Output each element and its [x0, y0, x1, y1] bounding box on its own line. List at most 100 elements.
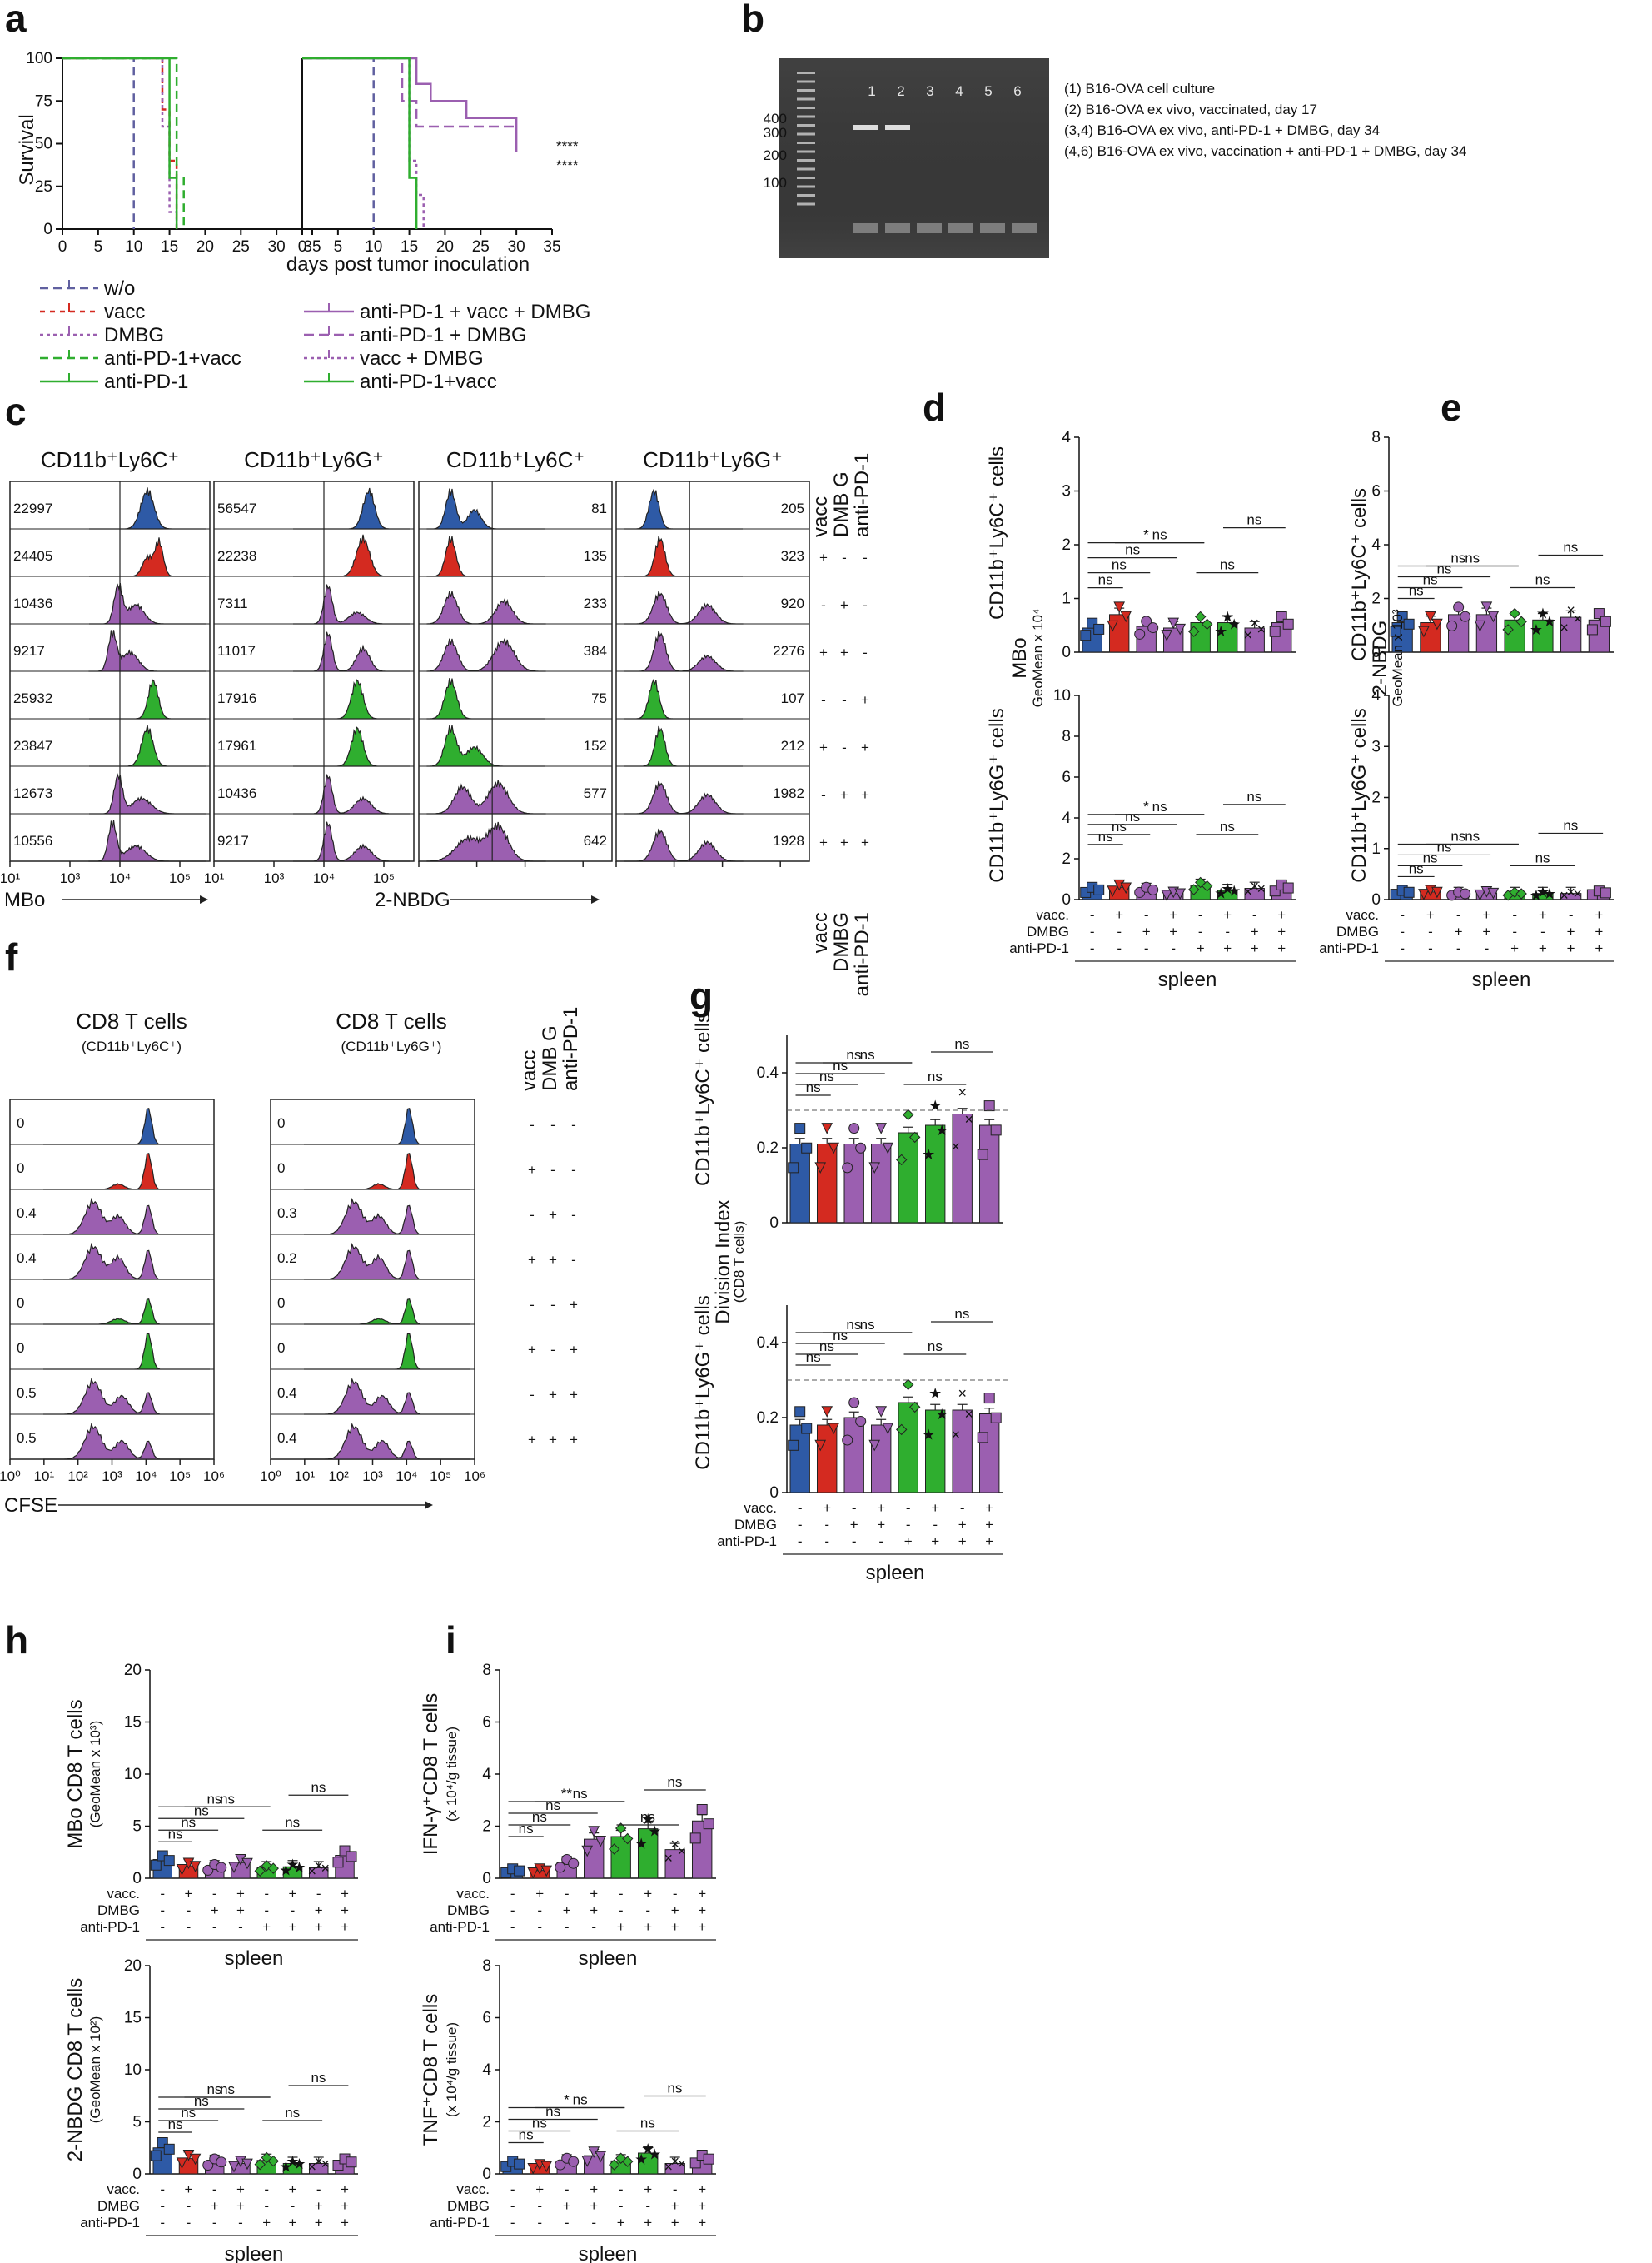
data-point-square	[689, 1832, 701, 1844]
data-point-x: ×	[664, 1850, 673, 1867]
cd8-header: CD8 T cells	[336, 1009, 446, 1034]
condition-sign: +	[985, 1517, 993, 1533]
condition-sign: +	[958, 1533, 967, 1549]
condition-row-label: vacc.	[1036, 907, 1069, 923]
x-axis-title-cfse: CFSE	[4, 1494, 57, 1517]
condition-sign: +	[985, 1500, 993, 1516]
y-tick-label: 15	[124, 1714, 142, 1732]
histogram-value: 9217	[13, 643, 45, 659]
y-tick-label: 15	[124, 2010, 142, 2027]
histogram-value: 56547	[217, 501, 256, 516]
data-point-triangle	[1113, 601, 1126, 613]
condition-row-label: DMBG	[447, 2198, 490, 2214]
y-tick-label: 2	[1371, 591, 1381, 608]
y-tick-label: 75	[35, 92, 52, 110]
data-point-diamond	[254, 1865, 266, 1877]
division-index-value: 0.4	[277, 1385, 297, 1401]
condition-sign: -	[530, 1387, 535, 1403]
division-index-value: 0.2	[277, 1250, 297, 1266]
histogram-fill	[624, 591, 744, 625]
data-point-star: ★	[1227, 616, 1241, 632]
survival-curve	[62, 57, 178, 229]
lane-label: 4	[955, 83, 963, 99]
data-point-diamond	[895, 1154, 908, 1166]
cfse-axis-label: 10⁵	[169, 1468, 191, 1484]
cfse-axis-label: 10⁶	[464, 1468, 485, 1484]
condition-sign: +	[1567, 940, 1575, 956]
significance-label: ns	[819, 1069, 834, 1084]
histogram-axis-label: 10⁴	[313, 870, 335, 886]
panel-e-axis-labels: CD11b⁺Ly6C⁺ cells CD11b⁺Ly6G⁺ cells 2-NBDG…	[1348, 488, 1406, 883]
survival-plot-right: 0 5 10 15 20 25 30 35	[298, 57, 561, 256]
condition-sign: -	[1400, 924, 1405, 940]
ladder-band	[797, 124, 815, 127]
condition-sign: +	[341, 2181, 349, 2197]
histogram-fill	[89, 773, 206, 815]
data-point-triangle	[1431, 886, 1443, 899]
data-point-star: ★	[922, 1146, 935, 1163]
condition-sign: +	[1169, 924, 1177, 940]
data-point-x: ×	[314, 1857, 323, 1874]
significance-label: ns	[640, 2116, 655, 2131]
condition-sign: -	[291, 1902, 296, 1918]
histogram-fill	[426, 536, 545, 577]
data-point-diamond	[621, 2156, 634, 2167]
condition-sign: +	[1455, 924, 1463, 940]
panel-h-bottom-ylabel: 2-NBDG CD8 T cells	[64, 1978, 87, 2162]
significance-label: ns	[206, 2081, 221, 2097]
significance-label: ns	[1246, 512, 1261, 528]
ladder-band	[797, 72, 815, 74]
data-point-diamond	[608, 2159, 620, 2171]
condition-sign: -	[619, 1902, 624, 1918]
ladder-band	[797, 107, 815, 109]
data-point-triangle	[527, 1867, 540, 1879]
data-point-triangle	[540, 2161, 553, 2173]
histogram-fill	[293, 487, 410, 530]
condition-sign: -	[1171, 940, 1176, 956]
significance-label: ns	[667, 2081, 682, 2096]
panel-f-label: f	[5, 935, 18, 979]
bar	[898, 1402, 918, 1493]
data-point-star: ★	[648, 1823, 661, 1840]
histogram-fill	[293, 679, 410, 720]
histogram-value: 75	[591, 690, 607, 706]
condition-row-label: DMBG	[97, 1902, 140, 1918]
histogram-column-header: CD11b⁺Ly6G⁺	[643, 447, 783, 472]
data-point-square	[801, 1142, 813, 1154]
histogram-fill	[624, 631, 744, 672]
data-point-x: ×	[1573, 611, 1582, 627]
condition-sign: -	[878, 1533, 883, 1549]
condition-row-label: anti-PD-1	[717, 1533, 777, 1549]
x-tick-label: 35	[303, 238, 321, 256]
condition-sign: -	[1569, 907, 1574, 923]
division-index-value: 0	[277, 1340, 285, 1356]
histogram-value: 384	[584, 643, 607, 659]
group-label: spleen	[1158, 969, 1217, 991]
division-index-value: 0	[17, 1295, 24, 1311]
data-point-square	[1600, 887, 1611, 899]
significance-label: ns	[640, 1809, 655, 1825]
condition-row-label: anti-PD-1	[80, 2215, 140, 2231]
y-tick-label: 0	[1062, 891, 1071, 909]
significance-label: ns	[545, 2104, 560, 2120]
x-tick-label: 20	[197, 238, 214, 256]
data-point-triangle	[189, 2153, 202, 2166]
legend-label: w/o	[103, 277, 135, 300]
condition-sign: -	[264, 2198, 269, 2214]
panel-g-bottom-ylabel: CD11b⁺Ly6G⁺ cells	[692, 1295, 714, 1469]
data-point-diamond	[267, 1862, 279, 1874]
y-tick-label: 4	[1371, 687, 1381, 705]
condition-sign: -	[510, 1902, 515, 1918]
significance-label: *	[1143, 527, 1149, 543]
data-point-triangle	[1425, 611, 1436, 623]
histogram-fill	[304, 1152, 470, 1190]
data-point-square	[514, 1865, 525, 1877]
histogram-value: 17961	[217, 738, 256, 754]
significance-label: ns	[1535, 572, 1550, 588]
y-tick-label: 20	[124, 1957, 142, 1975]
panel-b-label: b	[741, 0, 764, 40]
condition-sign: +	[1115, 907, 1123, 923]
